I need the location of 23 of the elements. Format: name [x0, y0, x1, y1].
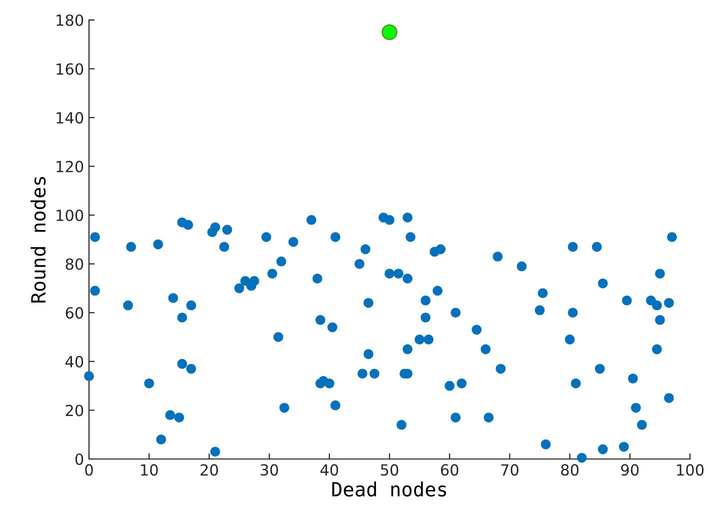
- x-tick-label: 30: [260, 464, 278, 476]
- x-tick-label: 60: [440, 464, 458, 476]
- y-tick-label: 100: [56, 210, 84, 222]
- x-tick-label: 20: [200, 464, 218, 476]
- y-tick-label: 0: [75, 453, 84, 466]
- x-tick-label: 90: [621, 464, 639, 476]
- x-axis-title: Dead nodes: [332, 482, 446, 497]
- x-tick-label: 0: [85, 464, 93, 476]
- y-tick-label: 120: [56, 160, 84, 172]
- x-tick-label: 70: [501, 464, 518, 476]
- y-tick-label: 80: [66, 258, 84, 270]
- y-tick-label: 40: [65, 356, 84, 368]
- y-tick-label: 20: [66, 404, 84, 416]
- x-tick-label: 100: [677, 464, 704, 476]
- y-tick-label: 180: [56, 14, 84, 26]
- y-axis-title: Round nodes: [30, 177, 46, 303]
- x-tick-label: 50: [380, 464, 398, 476]
- y-tick-label: 60: [66, 307, 84, 319]
- x-tick-label: 10: [141, 464, 158, 476]
- y-tick-label: 140: [56, 112, 84, 124]
- x-tick-label: 80: [561, 464, 579, 476]
- x-tick-label: 40: [320, 464, 338, 476]
- y-tick-label: 160: [56, 63, 84, 75]
